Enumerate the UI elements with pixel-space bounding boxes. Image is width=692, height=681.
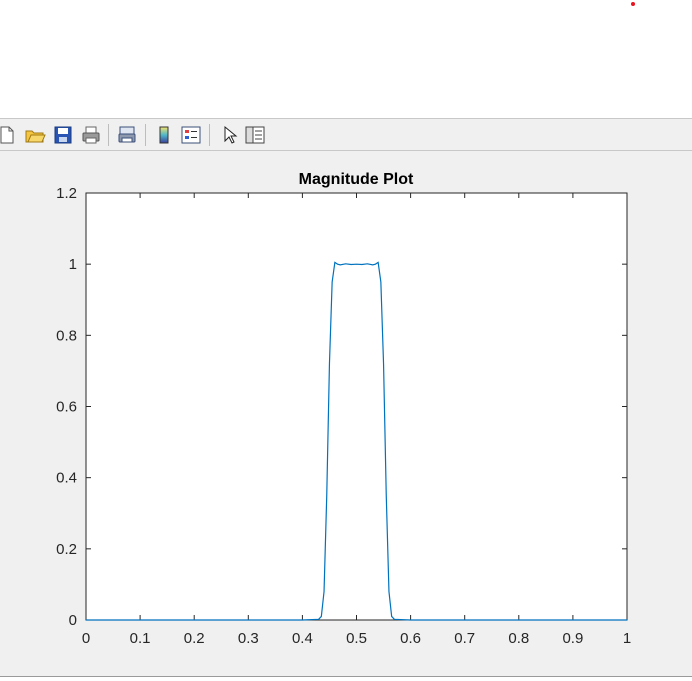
x-tick-label: 0.2 <box>184 630 205 647</box>
window-top-area <box>0 0 692 118</box>
insert-legend-icon[interactable] <box>180 124 202 146</box>
y-tick-label: 1 <box>69 256 77 273</box>
figure-toolbar <box>0 118 692 151</box>
toolbar-separator <box>108 124 109 146</box>
toolbar-separator <box>209 124 210 146</box>
toolbar-separator <box>145 124 146 146</box>
y-tick-label: 0.2 <box>56 541 77 558</box>
chart-title: Magnitude Plot <box>299 171 414 188</box>
x-tick-label: 0.5 <box>346 630 367 647</box>
y-tick-label: 1.2 <box>56 185 77 202</box>
x-tick-label: 1 <box>623 630 631 647</box>
x-tick-label: 0.7 <box>454 630 475 647</box>
red-dot-marker <box>631 2 635 6</box>
window-bottom-edge <box>0 676 692 681</box>
edit-plot-pointer-icon[interactable] <box>218 124 240 146</box>
y-tick-label: 0.6 <box>56 399 77 416</box>
x-tick-label: 0.1 <box>130 630 151 647</box>
print-icon[interactable] <box>80 124 102 146</box>
new-figure-icon[interactable] <box>0 124 18 146</box>
x-tick-label: 0.6 <box>400 630 421 647</box>
x-tick-label: 0.9 <box>562 630 583 647</box>
figure-area: Magnitude Plot 0 0.1 0.2 0.3 0.4 0.5 0.6 0.7 0.8… <box>0 151 692 676</box>
magnitude-plot-chart: Magnitude Plot 0 0.1 0.2 0.3 0.4 0.5 0.6 0.7 0.8… <box>56 171 631 647</box>
open-file-icon[interactable] <box>24 124 46 146</box>
y-tick-label: 0.4 <box>56 470 77 487</box>
x-tick-label: 0.4 <box>292 630 313 647</box>
property-inspector-icon[interactable] <box>244 124 266 146</box>
y-tick-label: 0.8 <box>56 327 77 344</box>
link-plot-icon[interactable] <box>116 124 138 146</box>
x-tick-label: 0.3 <box>238 630 259 647</box>
y-tick-label: 0 <box>69 612 77 629</box>
x-tick-label: 0.8 <box>508 630 529 647</box>
save-icon[interactable] <box>52 124 74 146</box>
plot-axes[interactable] <box>85 192 628 621</box>
series-line <box>86 261 627 621</box>
insert-colorbar-icon[interactable] <box>153 124 175 146</box>
x-tick-label: 0 <box>82 630 90 647</box>
